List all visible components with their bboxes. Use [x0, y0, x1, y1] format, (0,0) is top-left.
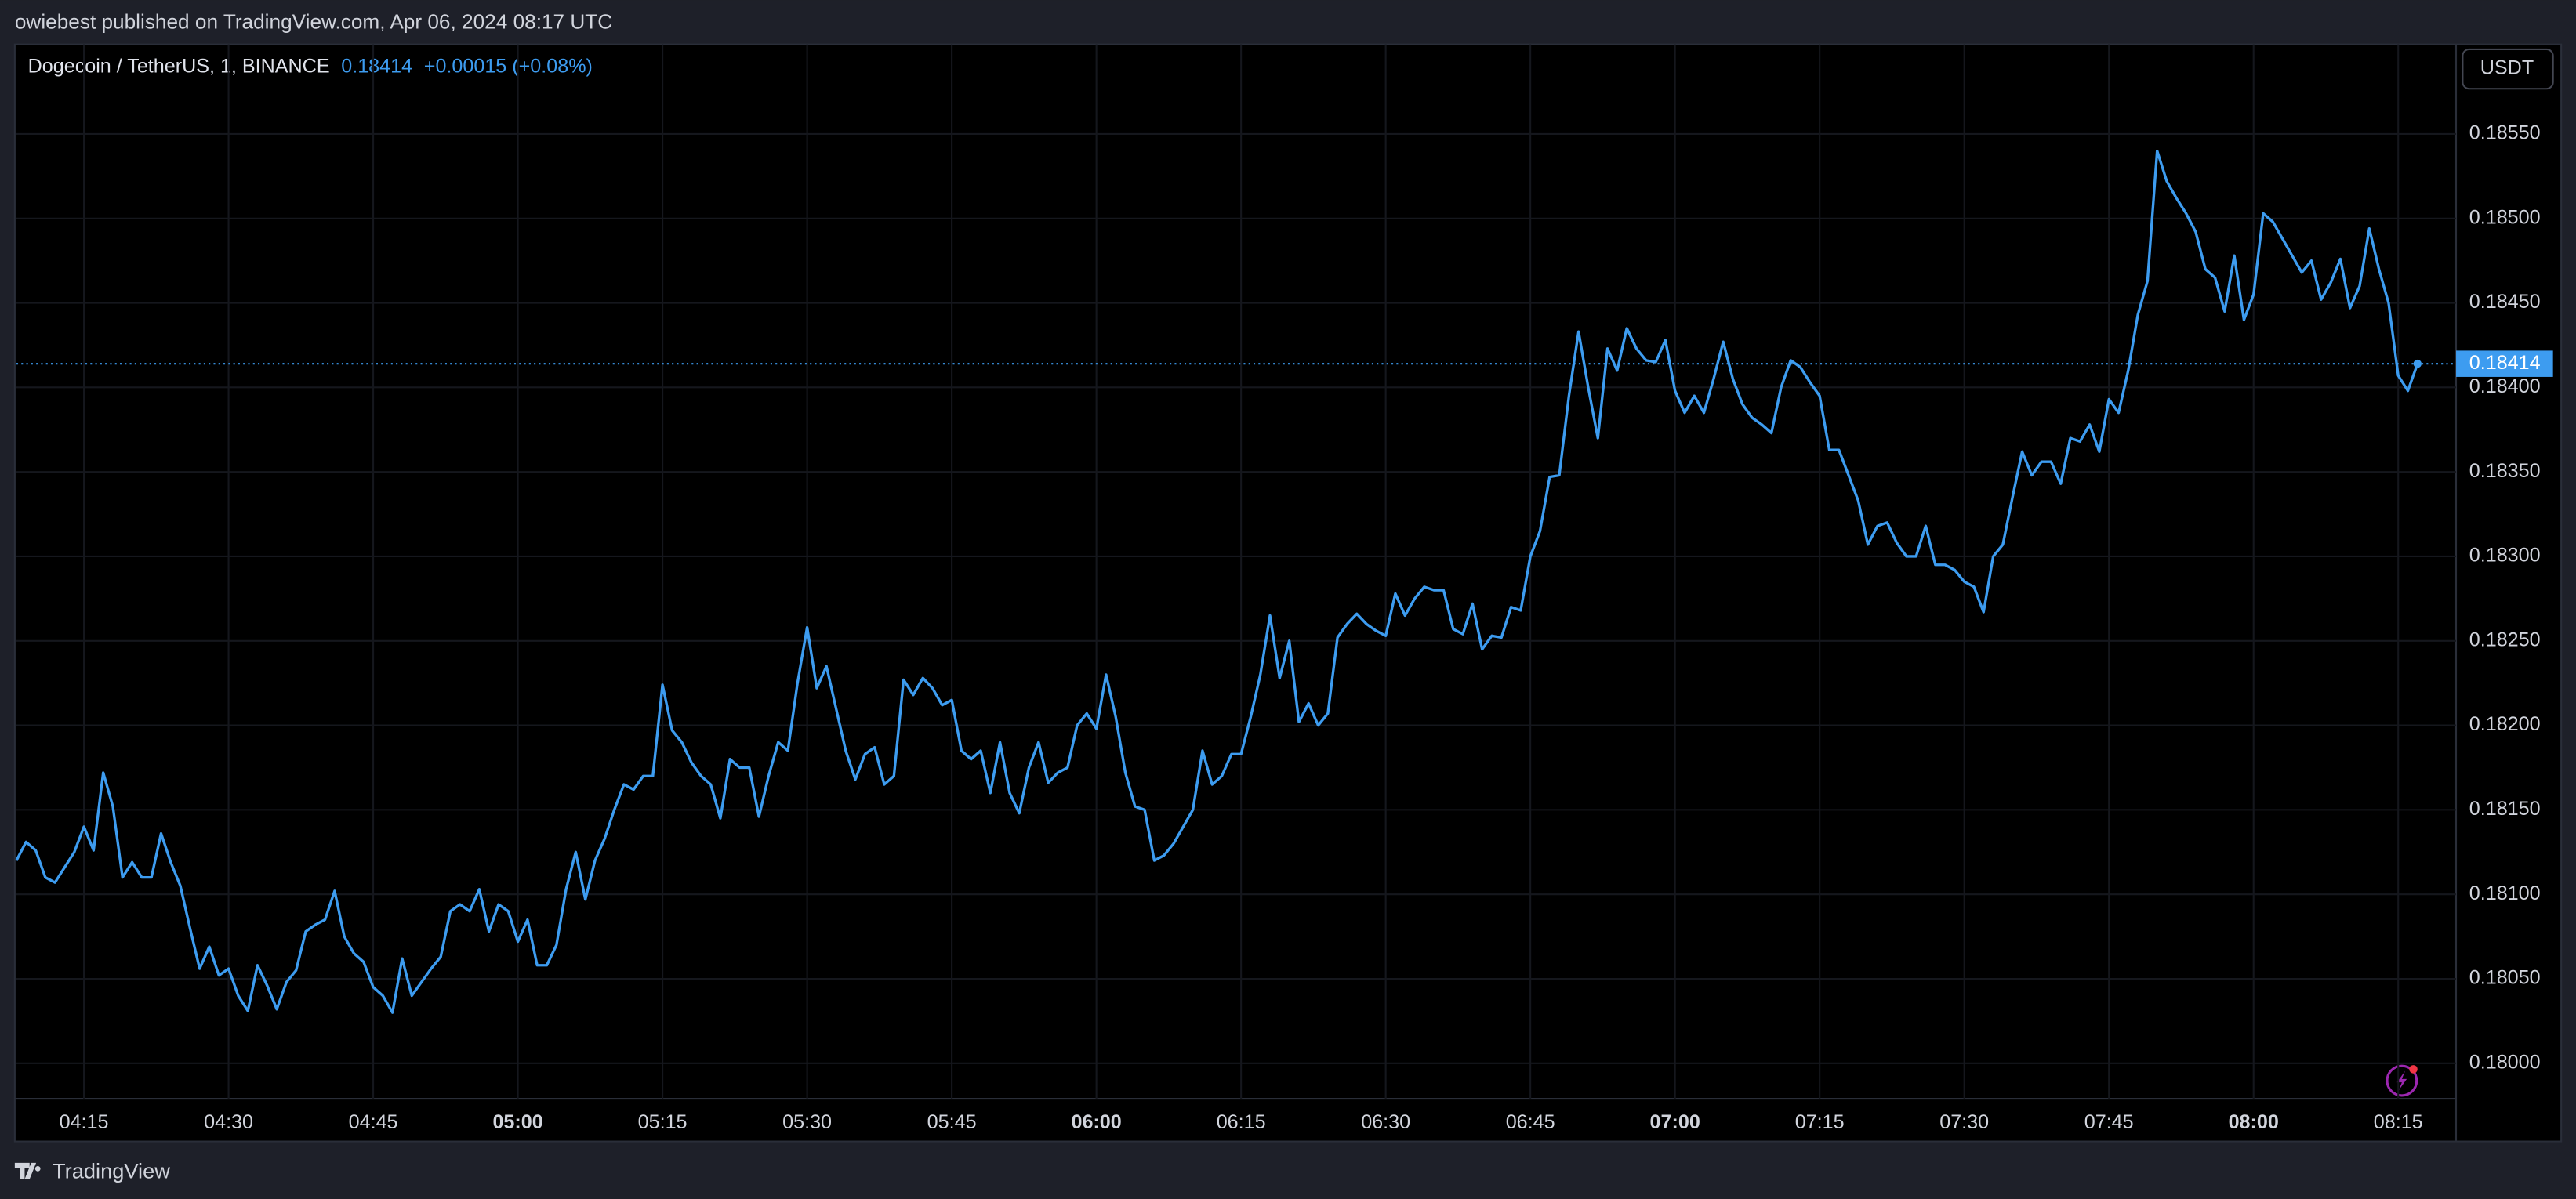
y-tick-label: 0.18100 — [2469, 882, 2541, 904]
x-tick-label: 06:00 — [1071, 1111, 1121, 1133]
x-tick-label: 06:30 — [1361, 1111, 1410, 1133]
y-tick-label: 0.18400 — [2469, 375, 2541, 397]
y-tick-label: 0.18300 — [2469, 545, 2541, 567]
x-tick-label: 04:45 — [349, 1111, 398, 1133]
currency-label[interactable]: USDT — [2480, 57, 2534, 79]
y-tick-label: 0.18250 — [2469, 628, 2541, 650]
x-tick-label: 04:30 — [204, 1111, 253, 1133]
x-tick-label: 05:00 — [492, 1111, 542, 1133]
chart-title: Dogecoin / TetherUS, 1, BINANCE — [28, 56, 330, 78]
last-price-tag — [2456, 350, 2553, 377]
logo-mark — [14, 1162, 41, 1179]
x-tick-label: 08:15 — [2374, 1111, 2423, 1133]
y-tick-label: 0.18550 — [2469, 122, 2541, 144]
currency-button[interactable] — [2462, 48, 2554, 90]
plot: 0.18414 — [15, 149, 2553, 1014]
icon-ring[interactable] — [2386, 1064, 2418, 1097]
x-tick-label: 06:45 — [1506, 1111, 1555, 1133]
lightning-icon[interactable] — [2386, 1064, 2418, 1097]
y-tick-label: 0.18450 — [2469, 291, 2541, 313]
x-tick-label: 08:00 — [2229, 1111, 2279, 1133]
x-tick-label: 07:15 — [1795, 1111, 1845, 1133]
chart-frame — [13, 43, 2563, 1143]
x-tick-label: 04:15 — [60, 1111, 109, 1133]
y-tick-label: 0.18050 — [2469, 967, 2541, 989]
last-price: 0.18414 — [341, 56, 412, 78]
x-tick-label: 05:15 — [638, 1111, 688, 1133]
price-change: +0.00015 (+0.08%) — [424, 56, 593, 78]
y-tick-label: 0.18150 — [2469, 798, 2541, 820]
icon-bolt[interactable] — [2396, 1070, 2407, 1091]
grid: 0.18000 0.18050 0.18100 0.18150 0.18200 0.182… — [16, 44, 2541, 1133]
price-line — [15, 149, 2419, 1014]
y-tick-label: 0.18500 — [2469, 206, 2541, 228]
x-tick-label: 05:30 — [782, 1111, 832, 1133]
last-price-label: 0.18414 — [2469, 352, 2541, 374]
x-tick-label: 07:45 — [2084, 1111, 2134, 1133]
x-tick-label: 07:00 — [1650, 1111, 1700, 1133]
y-tick-label: 0.18350 — [2469, 460, 2541, 482]
logo: TradingView — [14, 1159, 170, 1183]
icon-dot[interactable] — [2409, 1065, 2418, 1074]
publisher: owiebest published on TradingView.com, A… — [15, 9, 612, 33]
logo-text: TradingView — [53, 1159, 170, 1183]
x-tick-label: 05:45 — [927, 1111, 977, 1133]
x-tick-label: 06:15 — [1217, 1111, 1266, 1133]
x-tick-label: 07:30 — [1939, 1111, 1989, 1133]
y-tick-label: 0.18000 — [2469, 1051, 2541, 1073]
y-tick-label: 0.18200 — [2469, 713, 2541, 735]
